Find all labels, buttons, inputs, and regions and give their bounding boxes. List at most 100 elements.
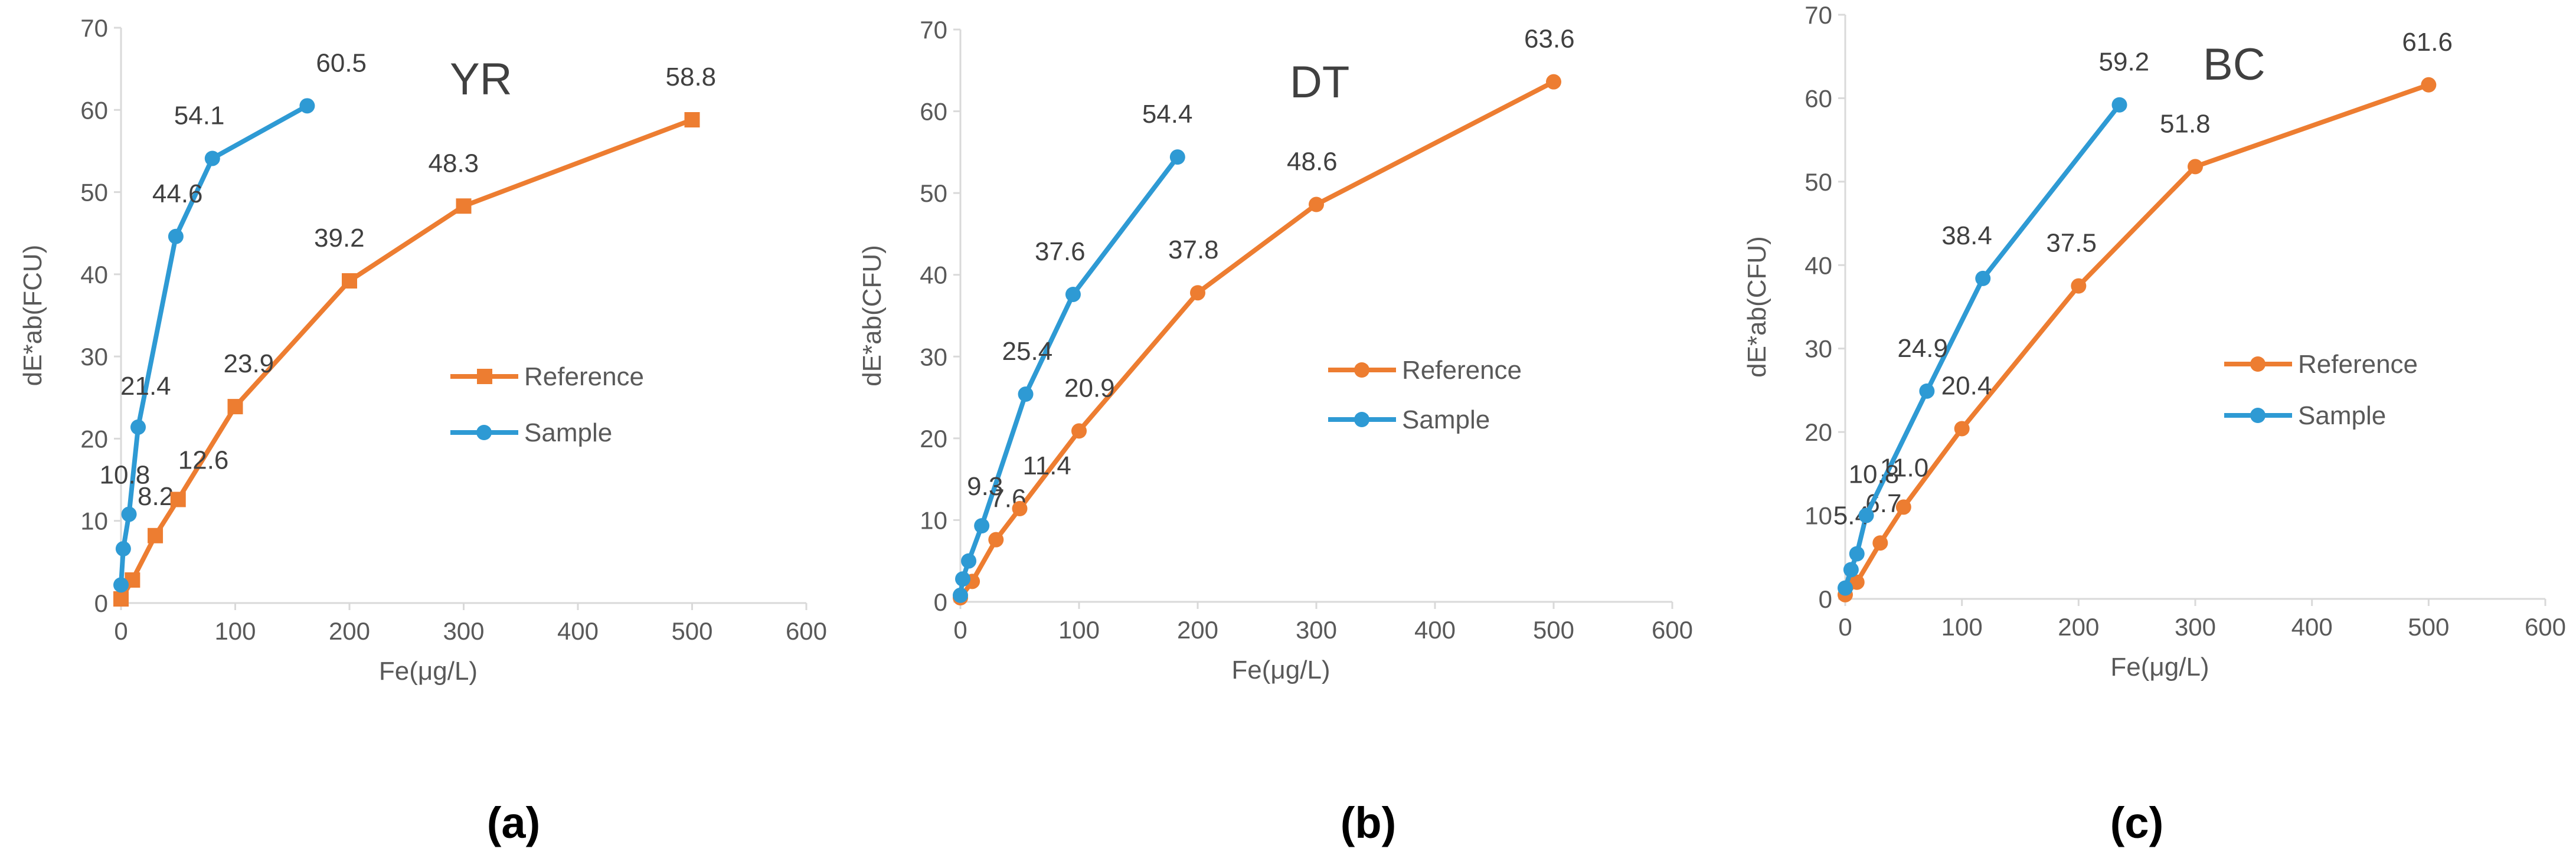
y-tick-label: 30 [920, 343, 947, 371]
data-label-reference: 48.3 [429, 149, 479, 178]
x-tick-label: 200 [2058, 613, 2099, 641]
data-point-sample [121, 506, 137, 522]
data-label-reference: 61.6 [2402, 28, 2453, 57]
data-point-sample [1018, 386, 1034, 402]
data-point-sample [2111, 97, 2127, 113]
data-point-reference [684, 112, 700, 127]
data-point-reference [170, 492, 186, 507]
legend-label-reference: Reference [524, 362, 644, 391]
y-tick-label: 70 [920, 16, 947, 44]
data-label-sample: 9.3 [967, 472, 1003, 501]
data-point-reference [2421, 77, 2437, 93]
x-tick-label: 100 [1941, 613, 1983, 641]
data-point-sample [168, 228, 184, 244]
y-tick-label: 0 [1819, 585, 1832, 613]
data-label-sample: 54.1 [174, 101, 225, 130]
x-tick-label: 300 [1296, 616, 1337, 644]
data-label-sample: 24.9 [1897, 334, 1948, 363]
data-point-sample [1849, 546, 1865, 562]
y-tick-label: 40 [80, 261, 108, 289]
y-axis-title: dE*ab(CFU) [858, 245, 887, 386]
legend-label-sample: Sample [1402, 405, 1490, 434]
data-label-sample: 21.4 [120, 372, 171, 401]
x-tick-label: 100 [214, 617, 256, 645]
data-point-reference [1872, 535, 1888, 551]
data-label-sample: 44.6 [152, 179, 203, 208]
x-axis-title: Fe(μg/L) [379, 657, 478, 686]
y-tick-label: 40 [920, 261, 947, 289]
data-point-sample [299, 98, 315, 114]
data-label-reference: 51.8 [2160, 109, 2211, 138]
data-point-sample [974, 518, 990, 534]
chart-panel-c: 0 10 20 30 40 50 60 70 0 100 200 300 400 500 600 Fe(μg/… [1743, 1, 2566, 847]
data-point-sample [953, 587, 968, 603]
x-tick-label: 600 [1652, 616, 1693, 644]
data-point-reference [456, 198, 472, 214]
data-label-reference: 20.9 [1064, 373, 1115, 402]
chart-title: BC [2203, 40, 2266, 90]
series-line-reference [958, 80, 1555, 599]
x-tick-label: 100 [1058, 616, 1100, 644]
x-tick-label: 200 [329, 617, 370, 645]
data-label-reference: 58.8 [666, 63, 717, 91]
panel-label: (a) [487, 798, 540, 847]
data-point-reference [1849, 574, 1865, 590]
x-tick-label: 500 [2408, 613, 2449, 641]
x-tick-label: 400 [2291, 613, 2333, 641]
data-point-reference [988, 532, 1004, 548]
chart-panel-b: 0 10 20 30 40 50 60 70 0 100 200 300 400 500 600 Fe(μg/… [858, 16, 1693, 847]
x-tick-label: 600 [786, 617, 827, 645]
data-point-reference [1190, 285, 1205, 301]
y-tick-label: 0 [94, 589, 108, 617]
data-point-reference [227, 399, 243, 415]
data-point-reference [148, 527, 164, 543]
x-tick-label: 0 [114, 617, 128, 645]
data-label-reference: 37.8 [1168, 235, 1219, 264]
x-tick-label: 0 [1838, 613, 1852, 641]
data-point-sample [1858, 507, 1874, 523]
data-point-sample [130, 419, 146, 435]
legend-marker-reference [2250, 356, 2266, 372]
y-tick-label: 50 [920, 179, 947, 207]
data-point-reference [1012, 501, 1028, 517]
data-point-sample [113, 577, 129, 593]
x-axis-title: Fe(μg/L) [2110, 653, 2209, 681]
y-tick-label: 60 [1804, 84, 1832, 112]
legend-label-sample: Sample [524, 418, 612, 447]
data-label-reference: 12.6 [178, 446, 229, 475]
x-tick-label: 300 [443, 617, 484, 645]
legend-marker-sample [476, 425, 492, 440]
data-label-reference: 39.2 [314, 224, 365, 253]
y-tick-label: 10 [80, 507, 108, 535]
data-label-sample: 10.8 [100, 461, 151, 490]
data-point-sample [1843, 562, 1859, 578]
series-line-reference [119, 117, 693, 601]
y-tick-label: 10 [920, 506, 947, 534]
chart-title: DT [1290, 57, 1349, 107]
data-label-reference: 37.5 [2046, 229, 2097, 258]
y-tick-label: 30 [80, 343, 108, 371]
y-axis-title: dE*ab(CFU) [1743, 236, 1771, 378]
y-tick-label: 40 [1804, 251, 1832, 279]
data-label-sample: 25.4 [1002, 337, 1053, 366]
y-tick-label: 20 [920, 425, 947, 453]
legend-marker-reference [1354, 362, 1369, 378]
data-label-reference: 23.9 [224, 349, 274, 378]
data-point-sample [961, 553, 977, 569]
legend-label-reference: Reference [2298, 350, 2418, 379]
x-tick-label: 500 [1533, 616, 1574, 644]
legend-marker-sample [2250, 408, 2266, 423]
data-label-reference: 20.4 [1941, 371, 1992, 400]
x-tick-label: 300 [2175, 613, 2216, 641]
legend-label-sample: Sample [2298, 401, 2386, 430]
data-label-sample: 54.4 [1142, 100, 1193, 129]
y-tick-label: 20 [1804, 418, 1832, 446]
panel-label: (c) [2110, 798, 2163, 847]
series-line-sample [119, 103, 309, 585]
data-point-reference [113, 591, 129, 607]
data-label-reference: 63.6 [1524, 25, 1575, 54]
data-label-reference: 48.6 [1287, 148, 1338, 176]
legend-marker-sample [1354, 412, 1369, 427]
data-label-sample: 10.8 [1849, 460, 1900, 489]
